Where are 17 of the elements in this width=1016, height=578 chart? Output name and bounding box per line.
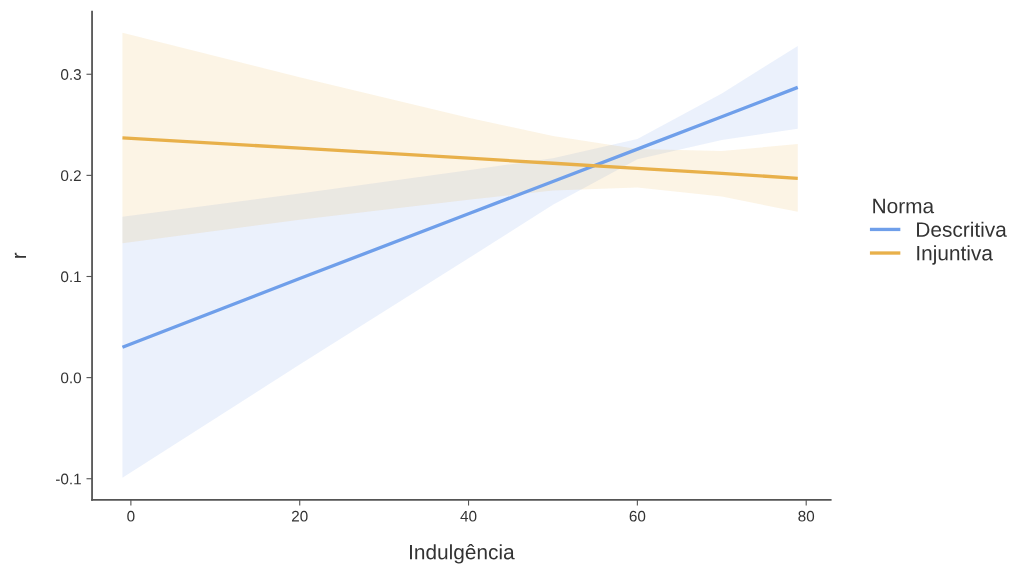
x-tick-label: 0 [127, 510, 135, 522]
legend-label: Injuntiva [917, 245, 993, 265]
line-series [120, 136, 800, 181]
legend-label: Descritiva [917, 221, 1007, 237]
x-tick-label: 80 [798, 510, 815, 522]
y-tick-label: 0.3 [60, 69, 81, 80]
line-series [120, 85, 800, 349]
x-axis-title: Indulgência [410, 544, 515, 564]
x-tick-label: 40 [460, 510, 477, 522]
x-tick-label: 20 [291, 510, 308, 522]
y-tick-label: 0.2 [60, 170, 81, 182]
x-tick-label: 60 [629, 510, 646, 522]
y-axis-title: r [14, 252, 26, 258]
legend-title: Norma [873, 198, 935, 214]
y-tick-label: 0.0 [60, 372, 82, 384]
y-tick-label: 0.1 [60, 271, 81, 283]
y-tick-label: -0.1 [55, 473, 81, 485]
